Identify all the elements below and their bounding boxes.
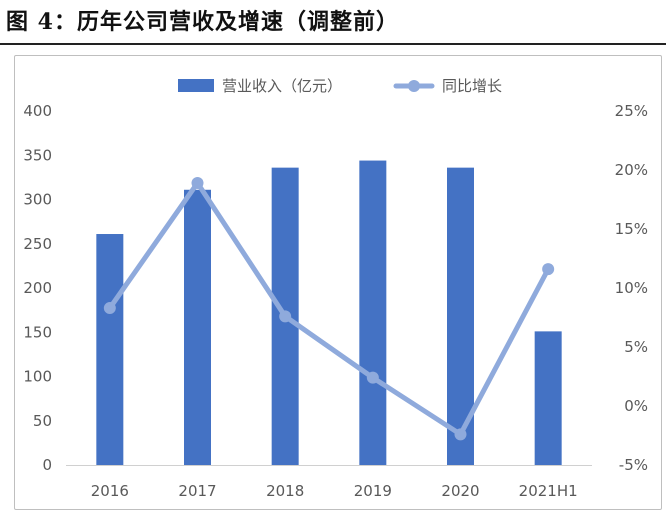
x-axis: 2016 2017 2018 2019 2020 2021H1 [66, 465, 592, 500]
growth-marker [191, 176, 204, 189]
right-tick-label: 5% [624, 338, 648, 356]
x-tick-label: 2020 [441, 482, 479, 500]
right-tick-label: 20% [615, 161, 648, 179]
left-tick-label: 300 [23, 191, 52, 209]
growth-marker [103, 302, 116, 315]
growth-marker [366, 371, 379, 384]
legend-bar-label: 营业收入（亿元） [222, 77, 342, 95]
right-tick-label: 25% [615, 102, 648, 120]
growth-marker [454, 428, 467, 441]
x-tick-label: 2021H1 [519, 482, 578, 500]
growth-line [107, 180, 551, 437]
left-tick-label: 150 [23, 323, 52, 341]
revenue-bar [184, 189, 211, 465]
legend-line-label: 同比增长 [442, 77, 502, 95]
right-tick-label: -5% [619, 456, 648, 474]
legend-bar-swatch [178, 79, 214, 92]
bar-series [96, 160, 562, 465]
x-tick-label: 2017 [178, 482, 216, 500]
left-tick-label: 400 [23, 102, 52, 120]
right-tick-label: 15% [615, 220, 648, 238]
left-tick-label: 50 [33, 412, 52, 430]
right-tick-label: 10% [615, 279, 648, 297]
left-tick-label: 100 [23, 368, 52, 386]
right-axis: -5% 0% 5% 10% 15% 20% 25% [615, 102, 648, 474]
left-tick-label: 250 [23, 235, 52, 253]
revenue-bar [359, 160, 387, 465]
left-axis: 0 50 100 150 200 250 300 350 400 [23, 102, 52, 474]
revenue-bar [534, 331, 562, 465]
title-rule [0, 43, 666, 45]
left-tick-label: 200 [23, 279, 52, 297]
left-tick-label: 350 [23, 146, 52, 164]
line-series [103, 176, 555, 441]
right-tick-label: 0% [624, 397, 648, 415]
x-tick-label: 2016 [91, 482, 129, 500]
legend-line-marker [408, 80, 420, 92]
chart-panel [14, 55, 662, 510]
left-tick-label: 0 [42, 456, 52, 474]
x-tick-label: 2019 [354, 482, 392, 500]
x-tick-label: 2018 [266, 482, 304, 500]
revenue-bar [96, 234, 124, 465]
legend: 营业收入（亿元） 同比增长 [178, 77, 502, 95]
figure-title: 图 4：历年公司营收及增速（调整前） [6, 9, 399, 35]
growth-marker [542, 263, 555, 276]
growth-marker [279, 310, 292, 323]
